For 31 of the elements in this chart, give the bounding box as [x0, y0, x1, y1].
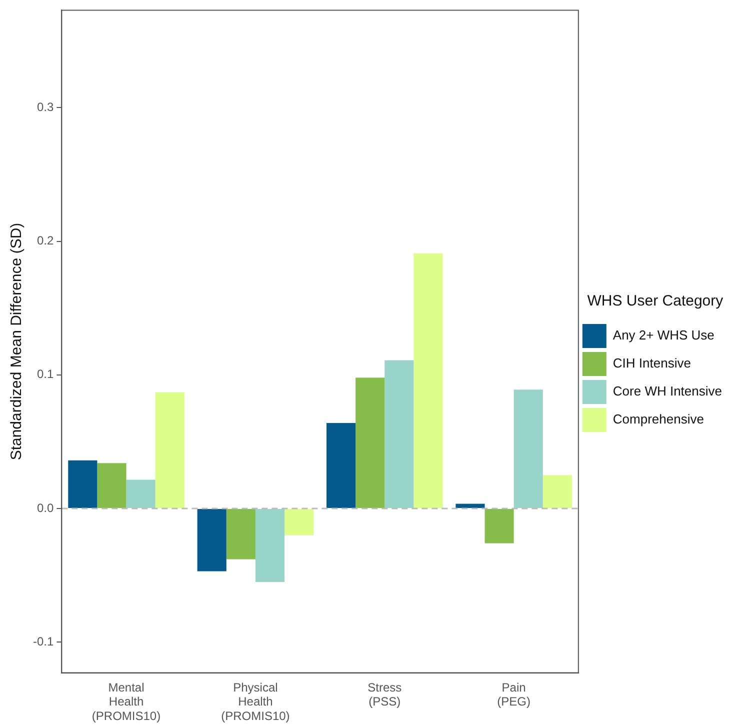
- legend-label: Core WH Intensive: [612, 384, 722, 399]
- y-tick-label: 0.2: [36, 234, 54, 248]
- bar: [356, 378, 385, 508]
- y-tick-label: 0.1: [36, 367, 54, 382]
- bar: [326, 422, 356, 508]
- legend-label: CIH Intensive: [612, 356, 691, 371]
- x-tick-label: Pain (PEG): [497, 680, 530, 709]
- bar: [226, 508, 256, 560]
- legend-label: Any 2+ WHS Use: [612, 328, 714, 343]
- legend-title: WHS User Category: [587, 292, 724, 310]
- bar: [514, 390, 543, 508]
- bar: [284, 508, 314, 536]
- bar: [542, 475, 572, 508]
- bar: [68, 460, 98, 508]
- bar: [97, 463, 126, 508]
- bar: [197, 508, 226, 572]
- y-tick-label: 0.0: [36, 500, 54, 515]
- bar: [126, 480, 156, 508]
- legend-label: Comprehensive: [612, 412, 704, 427]
- x-tick-label: Mental Health (PROMIS10): [92, 680, 161, 724]
- y-axis-title: Standardized Mean Difference (SD): [8, 222, 26, 460]
- x-tick-label: Physical Health (PROMIS10): [221, 680, 290, 724]
- bar: [484, 508, 514, 544]
- y-tick-label: 0.3: [36, 100, 54, 114]
- y-tick-label: -0.1: [32, 634, 54, 648]
- bar: [414, 253, 443, 508]
- bar: [384, 360, 414, 508]
- bar: [155, 392, 184, 508]
- x-tick-label: Stress (PSS): [368, 680, 402, 709]
- bar: [255, 508, 285, 582]
- bar: [456, 504, 485, 508]
